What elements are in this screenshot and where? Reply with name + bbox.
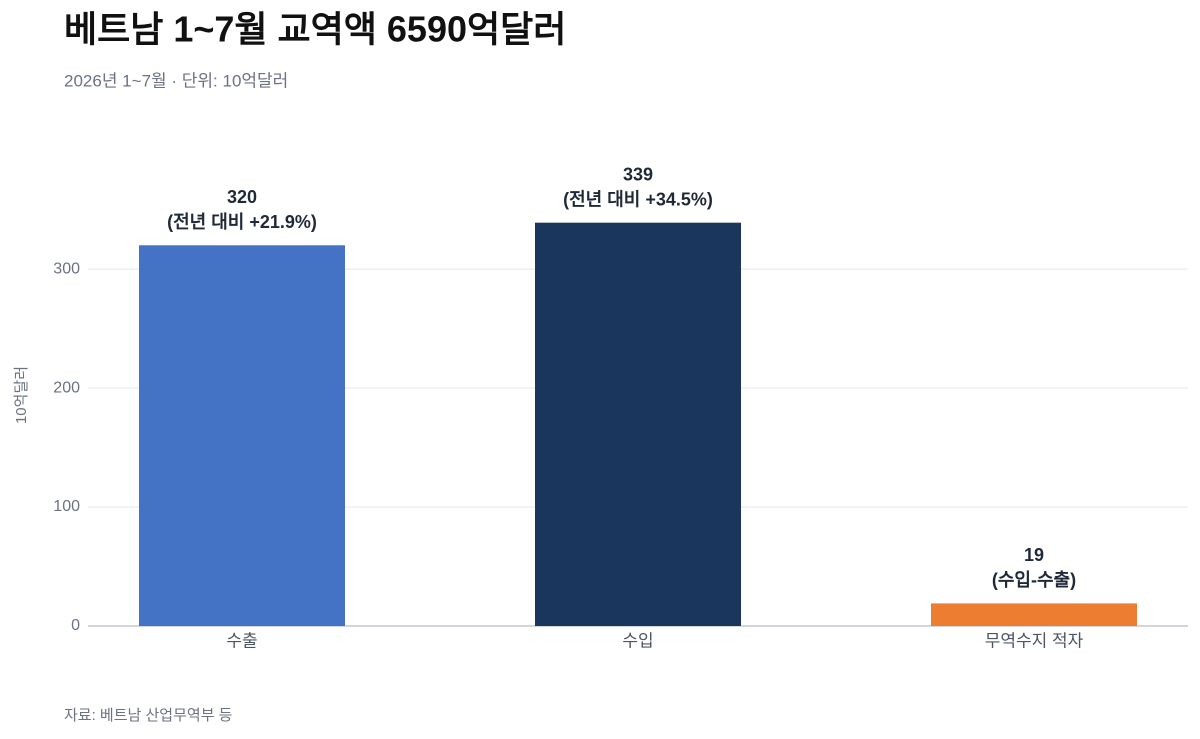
y-tick-label: 0 [71,617,80,634]
y-tick-label: 300 [53,260,80,277]
bar [139,245,345,627]
x-tick-label: 수입 [622,631,653,650]
chart-title: 베트남 1~7월 교역액 6590억달러 [64,9,566,50]
value-note: (전년 대비 +21.9%) [167,212,317,232]
value-note: (수입-수출) [992,569,1076,590]
bar [535,222,741,626]
y-axis-label: 10억달러 [13,366,30,424]
y-tick-label: 100 [53,498,80,515]
value-note: (전년 대비 +34.5%) [563,189,713,209]
y-tick-label: 200 [53,379,80,396]
x-tick-label: 무역수지 적자 [985,631,1084,650]
value-label: 19 [1024,545,1044,565]
source: 자료: 베트남 산업무역부 등 [64,707,233,724]
x-tick-label: 수출 [226,631,257,650]
chart-subtitle: 2026년 1~7월 · 단위: 10억달러 [64,71,288,90]
bar [931,603,1137,626]
value-label: 320 [227,187,257,207]
value-label: 339 [623,164,653,184]
